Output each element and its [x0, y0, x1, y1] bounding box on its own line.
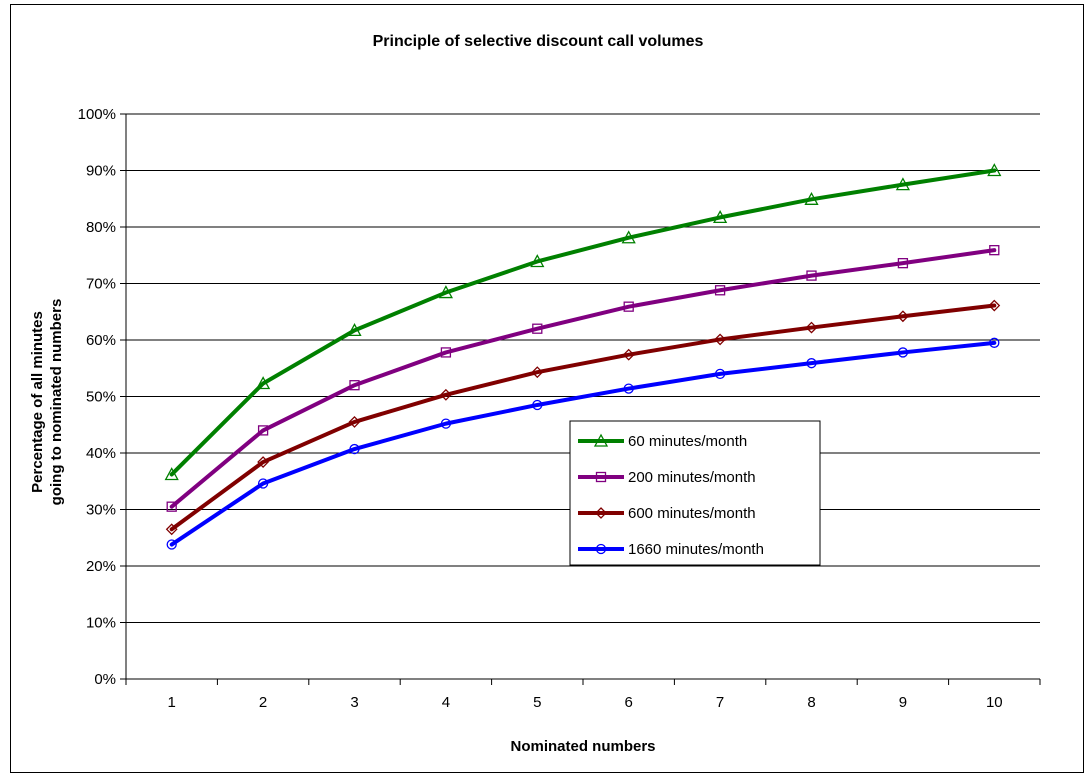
data-point	[621, 230, 636, 244]
series-line	[169, 340, 997, 547]
y-tick-label: 60%	[86, 332, 116, 349]
y-tick-label: 90%	[86, 163, 116, 180]
legend-label: 600 minutes/month	[628, 505, 756, 522]
legend-item: 1660 minutes/month	[578, 541, 764, 558]
x-tick-label: 2	[259, 694, 267, 711]
y-tick-label: 40%	[86, 445, 116, 462]
y-tick-labels: 0% 10% 20% 30% 40% 50% 60% 70% 80% 90% 100%	[78, 106, 116, 688]
x-tick-label: 1	[168, 694, 176, 711]
data-point	[989, 337, 1000, 348]
legend-marker	[595, 507, 607, 519]
data-point	[348, 416, 361, 428]
legend: 60 minutes/month 200 minutes/month 600 min…	[569, 420, 821, 566]
data-point	[896, 310, 909, 323]
y-tick-label: 10%	[86, 615, 116, 632]
legend-marker	[593, 433, 609, 447]
data-point	[165, 523, 178, 536]
series-line	[169, 248, 997, 509]
data-point	[897, 258, 909, 269]
x-tick-labels: 1 2 3 4 5 6 7 8 9 10	[168, 694, 1003, 711]
x-tick-label: 6	[625, 694, 633, 711]
series-3	[165, 299, 1001, 536]
y-tick-label: 100%	[78, 106, 116, 123]
x-tick-label: 7	[716, 694, 724, 711]
series-group	[164, 163, 1002, 550]
y-axis-label-line-2: going to nominated numbers	[48, 299, 65, 506]
data-point	[806, 358, 817, 369]
y-axis-label: Percentage of all minutes going to nomin…	[29, 299, 65, 506]
y-tick-label: 0%	[94, 671, 116, 688]
legend-marker	[595, 543, 607, 555]
data-point	[804, 191, 819, 205]
data-point	[531, 366, 544, 379]
data-point	[897, 347, 909, 358]
data-point	[164, 467, 179, 481]
data-point	[895, 177, 910, 191]
series-line	[169, 303, 997, 532]
x-tick-label: 3	[350, 694, 358, 711]
data-point	[438, 285, 453, 299]
x-tick-label: 9	[899, 694, 907, 711]
data-point	[623, 301, 634, 312]
data-point	[530, 254, 545, 268]
chart-title: Principle of selective discount call vol…	[373, 33, 704, 50]
legend-item: 200 minutes/month	[578, 469, 756, 486]
legend-box	[569, 420, 821, 566]
data-point	[347, 323, 362, 337]
y-axis-label-line-1: Percentage of all minutes	[29, 311, 46, 493]
data-point	[440, 418, 452, 429]
y-tick-label: 80%	[86, 219, 116, 236]
legend-item: 60 minutes/month	[578, 433, 747, 450]
y-tick-label: 50%	[86, 389, 116, 406]
data-point	[166, 501, 177, 512]
series-line	[169, 168, 997, 477]
chart-frame	[10, 4, 1084, 773]
series-1	[164, 163, 1002, 481]
data-point	[988, 299, 1001, 312]
legend-label: 200 minutes/month	[628, 469, 756, 486]
legend-item: 600 minutes/month	[578, 505, 756, 522]
data-point	[714, 368, 726, 380]
data-point	[714, 333, 727, 346]
data-point	[256, 376, 271, 390]
x-tick-label: 4	[442, 694, 450, 711]
y-tick-label: 20%	[86, 558, 116, 575]
data-point	[714, 285, 726, 296]
legend-label: 60 minutes/month	[628, 433, 747, 450]
x-tick-label: 8	[807, 694, 815, 711]
x-tick-label: 5	[533, 694, 541, 711]
data-point	[805, 321, 818, 334]
data-point	[349, 380, 360, 391]
data-point	[439, 388, 452, 401]
data-point	[166, 539, 177, 550]
y-tick-label: 70%	[86, 276, 116, 293]
legend-marker	[595, 471, 607, 483]
data-point	[987, 163, 1002, 177]
data-point	[713, 210, 728, 224]
data-point	[349, 443, 360, 455]
data-point	[989, 245, 1000, 256]
data-point	[622, 348, 635, 361]
data-point	[257, 478, 269, 489]
x-tick-label: 10	[986, 694, 1003, 711]
series-2	[166, 245, 1000, 512]
x-axis-label: Nominated numbers	[510, 738, 655, 755]
data-point	[532, 323, 543, 334]
data-point	[440, 347, 452, 358]
data-point	[623, 383, 634, 394]
series-4	[166, 337, 1000, 550]
data-point	[257, 425, 269, 436]
legend-label: 1660 minutes/month	[628, 541, 764, 558]
data-point	[532, 399, 543, 411]
gridlines	[126, 113, 1040, 623]
y-tick-label: 30%	[86, 502, 116, 519]
data-point	[257, 456, 270, 468]
axes	[120, 113, 1041, 685]
data-point	[806, 270, 817, 281]
